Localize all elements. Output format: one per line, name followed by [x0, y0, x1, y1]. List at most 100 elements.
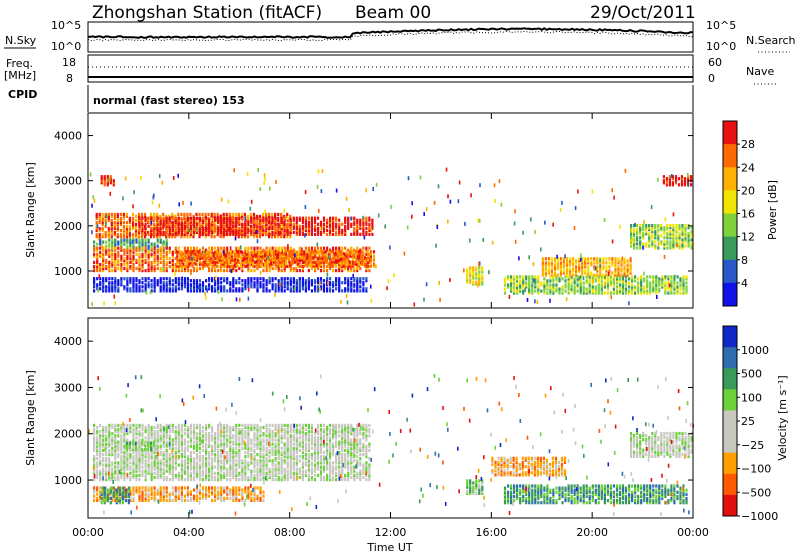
heatmap-cell — [666, 228, 669, 232]
heatmap-cell — [602, 267, 605, 271]
heatmap-cell — [271, 250, 274, 254]
heatmap-cell — [189, 453, 192, 457]
heatmap-cell — [174, 467, 177, 471]
heatmap-cell — [348, 262, 351, 266]
heatmap-cell — [201, 226, 205, 230]
heatmap-cell — [135, 246, 138, 250]
heatmap-cell — [183, 281, 186, 285]
heatmap-cell — [221, 262, 224, 266]
heatmap-cell — [147, 283, 150, 287]
heatmap-cell — [541, 267, 544, 271]
heatmap-cell — [637, 283, 640, 287]
heatmap-cell — [96, 463, 99, 467]
nsky-tick-low: 10^0 — [51, 40, 81, 53]
heatmap-cell — [582, 281, 585, 285]
heatmap-cell — [195, 246, 199, 250]
heatmap-cell — [111, 260, 114, 264]
heatmap-cell — [556, 257, 560, 261]
heatmap-cell — [679, 279, 682, 283]
heatmap-cell — [195, 442, 199, 446]
heatmap-cell — [633, 242, 636, 246]
heatmap-cell — [132, 279, 135, 283]
heatmap-cell — [585, 287, 588, 291]
heatmap-speck — [304, 205, 307, 209]
heatmap-cell — [247, 269, 250, 273]
heatmap-cell — [566, 267, 569, 271]
heatmap-cell — [153, 250, 156, 254]
heatmap-cell — [108, 289, 111, 293]
heatmap-cell — [134, 218, 138, 223]
heatmap-cell — [111, 473, 114, 477]
heatmap-cell — [171, 465, 174, 469]
heatmap-cell — [348, 252, 351, 256]
heatmap-cell — [96, 432, 99, 436]
heatmap-speck — [96, 224, 99, 229]
heatmap-cell — [332, 283, 335, 287]
heatmap-cell — [186, 220, 189, 225]
heatmap-cell — [274, 287, 277, 291]
heatmap-cell — [195, 463, 199, 467]
heatmap-cell — [265, 224, 268, 228]
heatmap-cell — [141, 281, 144, 285]
heatmap-cell — [313, 224, 317, 228]
heatmap-cell — [360, 256, 363, 260]
heatmap-cell — [162, 432, 165, 436]
heatmap-speck — [319, 281, 321, 286]
heatmap-cell — [165, 475, 168, 480]
heatmap-cell — [273, 256, 276, 260]
heatmap-cell — [138, 457, 141, 461]
heatmap-cell — [93, 246, 96, 250]
heatmap-cell — [681, 244, 684, 248]
heatmap-cell — [126, 425, 129, 430]
heatmap-cell — [672, 230, 675, 234]
heatmap-cell — [292, 279, 295, 283]
heatmap-cell — [105, 478, 108, 482]
heatmap-cell — [620, 273, 623, 277]
heatmap-cell — [319, 230, 323, 234]
heatmap-cell — [251, 256, 255, 260]
heatmap-cell — [658, 283, 661, 287]
heatmap-cell — [528, 279, 531, 283]
heatmap-cell — [297, 264, 300, 268]
heatmap-speck — [204, 291, 206, 296]
heatmap-cell — [326, 228, 329, 232]
heatmap-cell — [150, 212, 153, 216]
heatmap-cell — [640, 285, 643, 289]
heatmap-cell — [244, 226, 247, 230]
heatmap-cell — [289, 269, 292, 273]
heatmap-cell — [176, 254, 179, 258]
heatmap-speck — [318, 208, 320, 213]
heatmap-cell — [123, 432, 126, 436]
heatmap-cell — [141, 423, 144, 427]
heatmap-cell — [680, 181, 684, 185]
heatmap-cell — [101, 218, 104, 223]
heatmap-cell — [295, 226, 298, 230]
heatmap-cell — [307, 283, 310, 287]
heatmap-cell — [681, 238, 684, 242]
heatmap-cell — [165, 469, 168, 473]
heatmap-cell — [265, 281, 268, 285]
heatmap-cell — [217, 230, 220, 234]
heatmap-cell — [264, 250, 267, 254]
heatmap-cell — [326, 232, 329, 236]
heatmap-cell — [546, 283, 549, 287]
heatmap-cell — [338, 262, 341, 267]
heatmap-cell — [99, 455, 102, 459]
heatmap-cell — [162, 218, 165, 222]
heatmap-cell — [162, 475, 165, 480]
heatmap-cell — [104, 233, 107, 237]
heatmap-cell — [276, 252, 279, 256]
heatmap-cell — [217, 277, 220, 281]
heatmap-cell — [541, 265, 544, 269]
heatmap-cell — [350, 232, 353, 236]
heatmap-cell — [177, 222, 180, 226]
heatmap-speck — [352, 273, 354, 278]
heatmap-cell — [630, 236, 633, 240]
heatmap-cell — [220, 269, 223, 273]
heatmap-cell — [289, 233, 292, 237]
heatmap-cell — [123, 434, 126, 438]
heatmap-cell — [575, 273, 578, 277]
heatmap-cell — [138, 258, 141, 262]
heatmap-cell — [277, 258, 280, 262]
heatmap-cell — [109, 181, 112, 185]
